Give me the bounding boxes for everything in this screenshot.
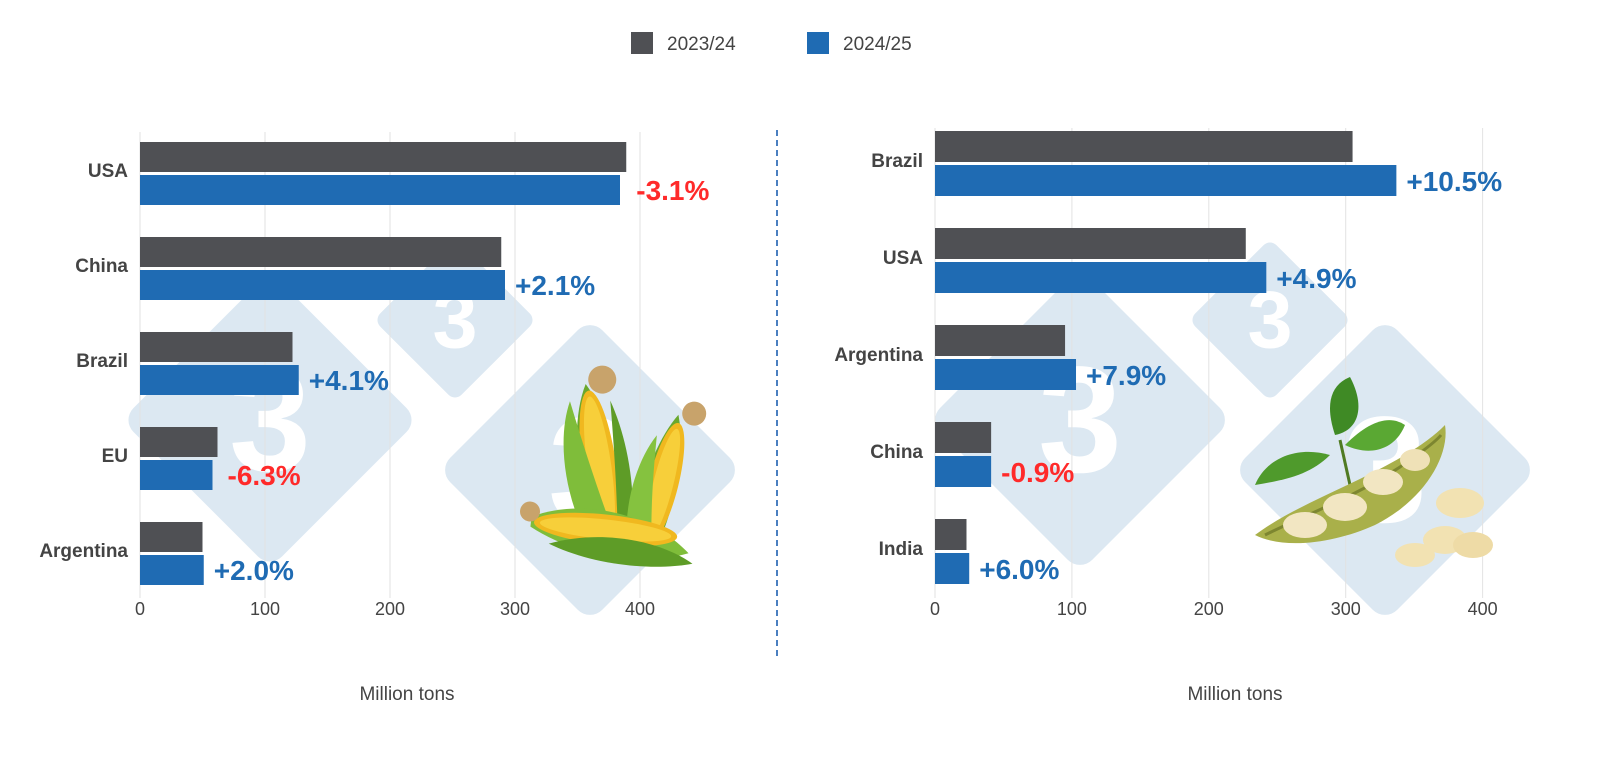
x-tick-label: 100 <box>1057 599 1087 619</box>
category-label: China <box>75 256 128 277</box>
x-tick-label: 0 <box>135 599 145 619</box>
corn-icon <box>520 365 707 567</box>
category-label: India <box>879 539 924 560</box>
bar-2023-24 <box>140 237 502 267</box>
bar-2023-24 <box>935 519 967 550</box>
bar-2024-25 <box>140 270 505 300</box>
soybean-production-chart: 0 100 200 300 400 Brazil +10.5% USA +4.9% Argenti… <box>834 128 1502 705</box>
bar-2024-25 <box>935 165 1397 196</box>
x-axis-title: Million tons <box>1187 684 1282 705</box>
change-label: +6.0% <box>979 554 1059 585</box>
x-tick-label: 100 <box>250 599 280 619</box>
category-label: USA <box>88 161 128 182</box>
bar-2023-24 <box>140 332 293 362</box>
x-axis-title: Million tons <box>359 684 454 705</box>
change-label: +7.9% <box>1086 360 1166 391</box>
bar-2023-24 <box>935 228 1246 259</box>
bar-2023-24 <box>140 427 218 457</box>
x-tick-label: 200 <box>1194 599 1224 619</box>
category-label: EU <box>102 446 128 467</box>
bar-2023-24 <box>935 131 1353 162</box>
bar-2024-25 <box>935 262 1267 293</box>
bar-2023-24 <box>140 522 203 552</box>
bar-2024-25 <box>935 456 992 487</box>
bar-2024-25 <box>140 460 213 490</box>
legend-label-2024: 2024/25 <box>843 34 912 55</box>
bar-2023-24 <box>140 142 627 172</box>
change-label: +4.9% <box>1276 263 1356 294</box>
change-label: +2.0% <box>214 555 294 586</box>
category-label: USA <box>883 248 923 269</box>
category-label: China <box>870 442 923 463</box>
change-label: +10.5% <box>1406 166 1502 197</box>
x-tick-label: 0 <box>930 599 940 619</box>
x-tick-label: 400 <box>1468 599 1498 619</box>
bar-2024-25 <box>140 365 299 395</box>
change-label: +4.1% <box>309 365 389 396</box>
legend: 2023/24 2024/25 <box>631 32 912 55</box>
bar-2024-25 <box>935 359 1077 390</box>
change-label: +2.1% <box>515 270 595 301</box>
legend-swatch-2023 <box>631 32 653 54</box>
bar-2024-25 <box>140 175 620 205</box>
x-tick-label: 300 <box>500 599 530 619</box>
x-tick-label: 200 <box>375 599 405 619</box>
bar-2024-25 <box>140 555 204 585</box>
legend-swatch-2024 <box>807 32 829 54</box>
soybean-icon <box>1255 377 1493 567</box>
bar-2023-24 <box>935 422 992 453</box>
bar-2023-24 <box>935 325 1066 356</box>
x-tick-label: 400 <box>625 599 655 619</box>
legend-label-2023: 2023/24 <box>667 34 736 55</box>
x-tick-label: 300 <box>1331 599 1361 619</box>
category-label: Argentina <box>834 345 923 366</box>
change-label: -3.1% <box>636 175 709 206</box>
category-label: Brazil <box>76 351 128 372</box>
corn-production-chart: 0 100 200 300 400 USA -3.1% China +2.1% Brazil +4.… <box>39 132 709 705</box>
change-label: -6.3% <box>228 460 301 491</box>
category-label: Brazil <box>871 151 923 172</box>
watermark-logo: 3 <box>935 275 1225 565</box>
change-label: -0.9% <box>1001 457 1074 488</box>
bar-2024-25 <box>935 553 970 584</box>
category-label: Argentina <box>39 541 128 562</box>
